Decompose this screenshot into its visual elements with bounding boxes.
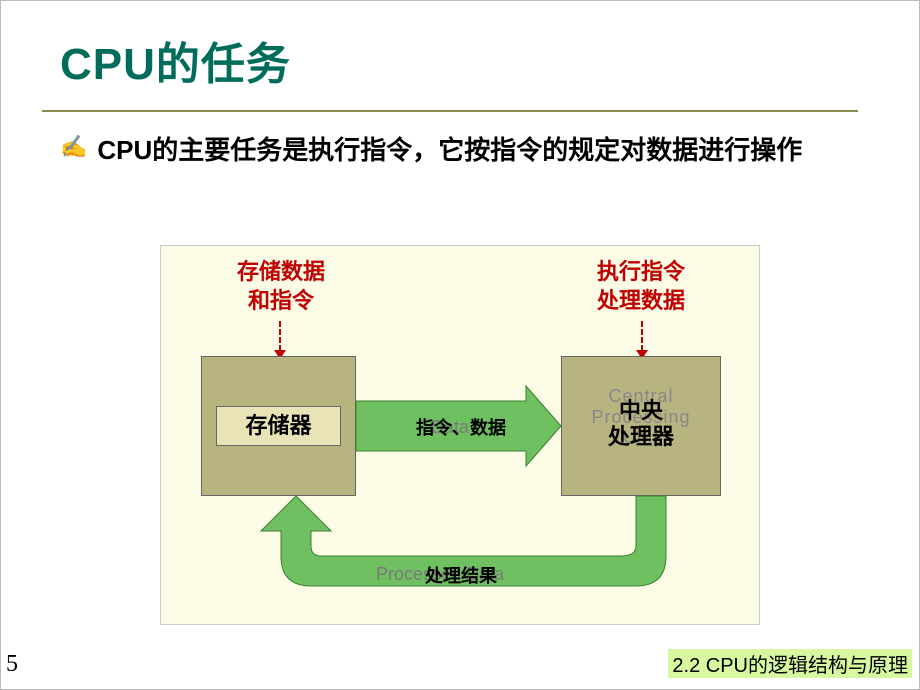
- page-number: 5: [6, 651, 18, 678]
- arrow-top-label-black: 指令、数据: [416, 418, 506, 438]
- cpu-diagram: 存储数据 和指令 执行指令 处理数据 存储器 Central Processin…: [160, 245, 760, 625]
- bullet-text: CPU的主要任务是执行指令，它按指令的规定对数据进行操作: [97, 130, 802, 172]
- cpu-text-l1: 中央: [619, 398, 663, 423]
- cpu-box-text: 中央 处理器: [576, 386, 706, 461]
- cpu-text-l2: 处理器: [608, 424, 674, 449]
- arrow-bot-label-black: 处理结果: [425, 566, 497, 586]
- arrow-top-label: 指令、数据: [361, 414, 561, 440]
- arrow-bot-label: 处理结果: [361, 562, 561, 588]
- slide-title: CPU的任务: [60, 28, 291, 92]
- footer-chapter: 2.2 CPU的逻辑结构与原理: [668, 649, 912, 678]
- title-rule: [42, 110, 858, 112]
- hand-write-icon: ✍: [60, 134, 87, 160]
- bullet-row: ✍ CPU的主要任务是执行指令，它按指令的规定对数据进行操作: [60, 130, 840, 172]
